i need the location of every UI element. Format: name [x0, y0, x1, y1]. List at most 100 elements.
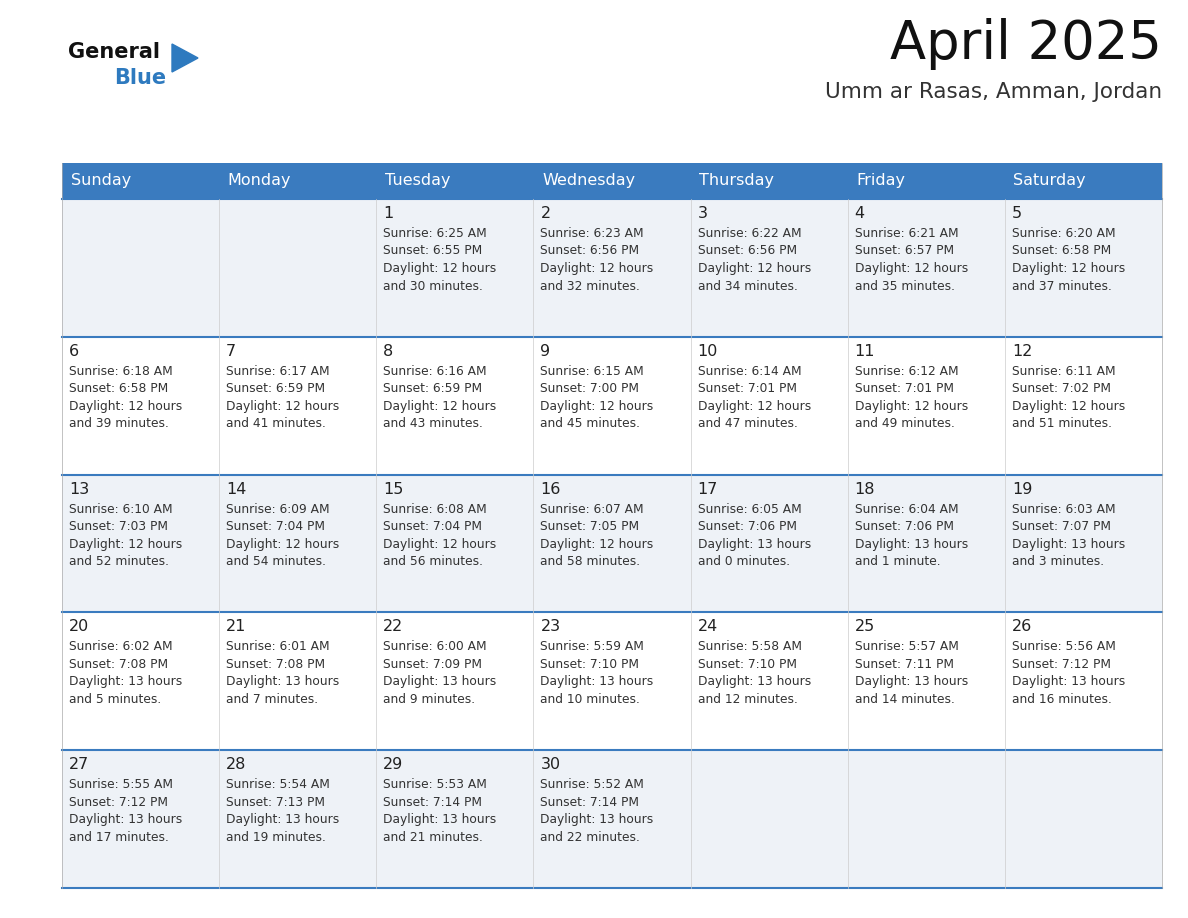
Text: Sunrise: 6:16 AM: Sunrise: 6:16 AM [384, 364, 487, 378]
Polygon shape [172, 44, 198, 72]
Text: and 34 minutes.: and 34 minutes. [697, 279, 797, 293]
Text: 16: 16 [541, 482, 561, 497]
Bar [62, 163, 219, 199]
Bar [62, 612, 1162, 750]
Text: and 54 minutes.: and 54 minutes. [226, 555, 327, 568]
Text: and 3 minutes.: and 3 minutes. [1012, 555, 1104, 568]
Text: Sunset: 6:55 PM: Sunset: 6:55 PM [384, 244, 482, 258]
Text: 9: 9 [541, 344, 550, 359]
Bar [377, 163, 533, 199]
Text: Sunrise: 6:11 AM: Sunrise: 6:11 AM [1012, 364, 1116, 378]
Text: and 17 minutes.: and 17 minutes. [69, 831, 169, 844]
Text: Daylight: 13 hours: Daylight: 13 hours [541, 813, 653, 826]
Bar [62, 475, 1162, 612]
Text: 13: 13 [69, 482, 89, 497]
Text: and 32 minutes.: and 32 minutes. [541, 279, 640, 293]
Text: Sunset: 7:02 PM: Sunset: 7:02 PM [1012, 382, 1111, 396]
Bar [62, 750, 1162, 888]
Text: 10: 10 [697, 344, 718, 359]
Text: Daylight: 13 hours: Daylight: 13 hours [697, 538, 811, 551]
Text: and 22 minutes.: and 22 minutes. [541, 831, 640, 844]
Text: Tuesday: Tuesday [385, 174, 450, 188]
Text: Sunrise: 5:55 AM: Sunrise: 5:55 AM [69, 778, 173, 791]
Text: Daylight: 12 hours: Daylight: 12 hours [226, 400, 340, 413]
Text: Umm ar Rasas, Amman, Jordan: Umm ar Rasas, Amman, Jordan [824, 82, 1162, 102]
Text: 14: 14 [226, 482, 247, 497]
Text: Sunrise: 6:09 AM: Sunrise: 6:09 AM [226, 502, 330, 516]
Text: Sunrise: 6:21 AM: Sunrise: 6:21 AM [854, 227, 959, 240]
Bar [62, 337, 1162, 475]
Text: Sunrise: 5:56 AM: Sunrise: 5:56 AM [1012, 641, 1116, 654]
Text: 2: 2 [541, 206, 550, 221]
Text: Sunrise: 6:05 AM: Sunrise: 6:05 AM [697, 502, 802, 516]
Text: Sunset: 7:04 PM: Sunset: 7:04 PM [384, 521, 482, 533]
Text: Sunrise: 5:59 AM: Sunrise: 5:59 AM [541, 641, 644, 654]
Text: and 19 minutes.: and 19 minutes. [226, 831, 326, 844]
Text: Daylight: 13 hours: Daylight: 13 hours [1012, 538, 1125, 551]
Text: 25: 25 [854, 620, 876, 634]
Text: and 7 minutes.: and 7 minutes. [226, 693, 318, 706]
Text: Sunrise: 6:10 AM: Sunrise: 6:10 AM [69, 502, 172, 516]
Text: 4: 4 [854, 206, 865, 221]
Text: 21: 21 [226, 620, 247, 634]
Text: and 0 minutes.: and 0 minutes. [697, 555, 790, 568]
Text: Sunrise: 6:08 AM: Sunrise: 6:08 AM [384, 502, 487, 516]
Text: and 39 minutes.: and 39 minutes. [69, 418, 169, 431]
Text: Daylight: 12 hours: Daylight: 12 hours [1012, 400, 1125, 413]
Text: 20: 20 [69, 620, 89, 634]
Text: Sunset: 7:07 PM: Sunset: 7:07 PM [1012, 521, 1111, 533]
Bar [533, 163, 690, 199]
Text: Monday: Monday [228, 174, 291, 188]
Text: Sunset: 7:11 PM: Sunset: 7:11 PM [854, 658, 954, 671]
Text: Sunset: 6:56 PM: Sunset: 6:56 PM [697, 244, 797, 258]
Text: 5: 5 [1012, 206, 1022, 221]
Text: 26: 26 [1012, 620, 1032, 634]
Text: Sunrise: 6:04 AM: Sunrise: 6:04 AM [854, 502, 959, 516]
Text: General: General [68, 42, 160, 62]
Bar [848, 163, 1005, 199]
Text: and 1 minute.: and 1 minute. [854, 555, 941, 568]
Text: 30: 30 [541, 757, 561, 772]
Text: and 52 minutes.: and 52 minutes. [69, 555, 169, 568]
Text: 11: 11 [854, 344, 876, 359]
Text: 17: 17 [697, 482, 718, 497]
Text: Daylight: 13 hours: Daylight: 13 hours [69, 676, 182, 688]
Text: Daylight: 13 hours: Daylight: 13 hours [854, 538, 968, 551]
Text: Daylight: 13 hours: Daylight: 13 hours [697, 676, 811, 688]
Text: 18: 18 [854, 482, 876, 497]
Text: Daylight: 12 hours: Daylight: 12 hours [384, 262, 497, 275]
Text: Sunrise: 6:15 AM: Sunrise: 6:15 AM [541, 364, 644, 378]
Text: 27: 27 [69, 757, 89, 772]
Text: Daylight: 12 hours: Daylight: 12 hours [697, 262, 811, 275]
Text: Sunrise: 6:12 AM: Sunrise: 6:12 AM [854, 364, 959, 378]
Text: 1: 1 [384, 206, 393, 221]
Text: and 51 minutes.: and 51 minutes. [1012, 418, 1112, 431]
Text: Sunrise: 5:57 AM: Sunrise: 5:57 AM [854, 641, 959, 654]
Text: Sunrise: 6:01 AM: Sunrise: 6:01 AM [226, 641, 330, 654]
Text: Sunset: 7:10 PM: Sunset: 7:10 PM [697, 658, 797, 671]
Text: 24: 24 [697, 620, 718, 634]
Text: and 5 minutes.: and 5 minutes. [69, 693, 162, 706]
Text: and 56 minutes.: and 56 minutes. [384, 555, 484, 568]
Text: and 16 minutes.: and 16 minutes. [1012, 693, 1112, 706]
Text: Sunrise: 6:07 AM: Sunrise: 6:07 AM [541, 502, 644, 516]
Text: Daylight: 12 hours: Daylight: 12 hours [226, 538, 340, 551]
Text: Sunrise: 6:00 AM: Sunrise: 6:00 AM [384, 641, 487, 654]
Text: and 37 minutes.: and 37 minutes. [1012, 279, 1112, 293]
Text: 12: 12 [1012, 344, 1032, 359]
Text: Sunset: 7:12 PM: Sunset: 7:12 PM [1012, 658, 1111, 671]
Text: Sunset: 7:14 PM: Sunset: 7:14 PM [384, 796, 482, 809]
Text: Sunset: 6:56 PM: Sunset: 6:56 PM [541, 244, 639, 258]
Text: Sunday: Sunday [70, 174, 131, 188]
Text: and 10 minutes.: and 10 minutes. [541, 693, 640, 706]
Text: Sunset: 7:01 PM: Sunset: 7:01 PM [697, 382, 797, 396]
Text: and 47 minutes.: and 47 minutes. [697, 418, 797, 431]
Text: Sunset: 7:01 PM: Sunset: 7:01 PM [854, 382, 954, 396]
Text: Sunrise: 6:03 AM: Sunrise: 6:03 AM [1012, 502, 1116, 516]
Text: Sunrise: 5:54 AM: Sunrise: 5:54 AM [226, 778, 330, 791]
Text: Saturday: Saturday [1013, 174, 1086, 188]
Text: and 41 minutes.: and 41 minutes. [226, 418, 326, 431]
Text: Sunrise: 5:58 AM: Sunrise: 5:58 AM [697, 641, 802, 654]
Text: Sunset: 7:13 PM: Sunset: 7:13 PM [226, 796, 326, 809]
Text: Sunset: 6:58 PM: Sunset: 6:58 PM [69, 382, 169, 396]
